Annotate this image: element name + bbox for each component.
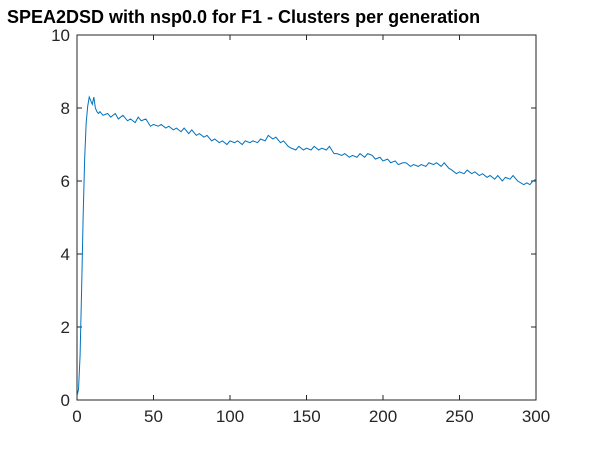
x-tick-label: 50 [144, 407, 163, 426]
x-tick-label: 150 [292, 407, 320, 426]
y-tick-label: 4 [61, 245, 70, 264]
chart-title: SPEA2DSD with nsp0.0 for F1 - Clusters p… [7, 7, 480, 27]
y-tick-label: 8 [61, 99, 70, 118]
plot-area [76, 34, 537, 401]
x-tick-label: 200 [369, 407, 397, 426]
x-tick-label: 100 [216, 407, 244, 426]
y-tick-label: 10 [51, 26, 70, 45]
series-line [76, 95, 537, 397]
axis-ticks: 0 50 100 150 200 250 300 0 2 4 6 8 10 [51, 26, 550, 426]
x-tick-label: 300 [522, 407, 550, 426]
x-tick-label: 0 [72, 407, 81, 426]
y-tick-label: 2 [61, 318, 70, 337]
y-tick-label: 0 [61, 391, 70, 410]
x-tick-label: 250 [445, 407, 473, 426]
y-tick-label: 6 [61, 172, 70, 191]
